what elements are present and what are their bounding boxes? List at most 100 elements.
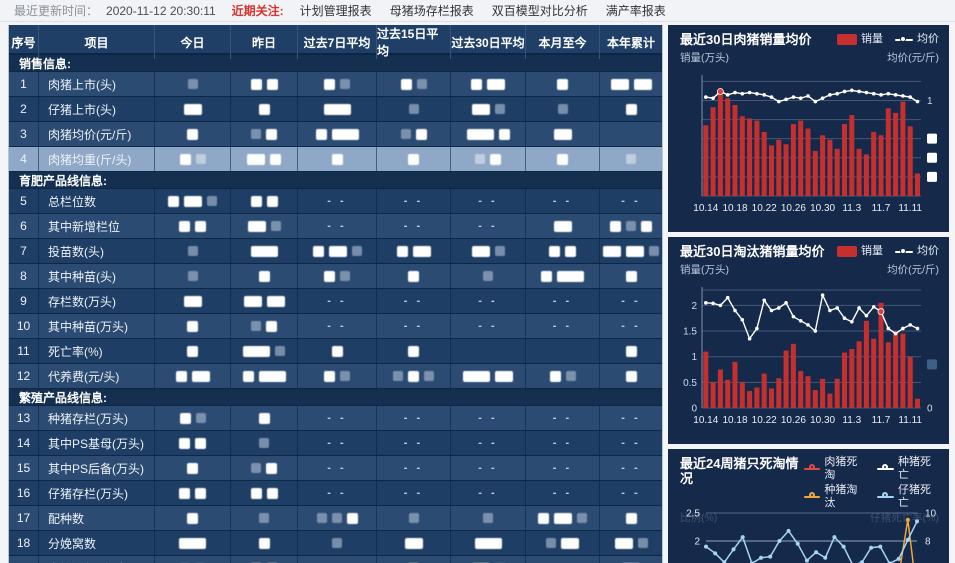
value-cell [526, 506, 600, 530]
table-row[interactable]: 9 存栏数(万头) - - - - - - - - - - [9, 289, 662, 314]
redaction-blob [412, 245, 431, 257]
redaction-blob [408, 104, 419, 114]
redaction-blob [340, 271, 350, 281]
redaction-blob [614, 537, 633, 549]
redaction-blob [641, 220, 652, 232]
row-index: 8 [9, 264, 39, 288]
redaction-blob [331, 153, 343, 165]
legend-label: 肉猪死淘 [824, 456, 858, 481]
table-row[interactable]: 8 其中种苗(头) [9, 264, 662, 289]
topbar-links: 计划管理报表 母猪场存栏报表 双百模型对比分析 满产率报表 [300, 2, 666, 19]
y-axis-label-left: 销量(万头) [680, 52, 729, 64]
value-cell [231, 289, 298, 313]
no-data-placeholder: - - [621, 320, 641, 332]
section-row: 销售信息: [9, 55, 662, 72]
legend-item[interactable]: 销量 [837, 245, 883, 258]
redaction-blob [331, 128, 359, 140]
legend-item[interactable]: 种猪淘汰 [803, 484, 866, 510]
table-row[interactable]: 5 总栏位数 - - - - - - - - - - [9, 189, 662, 214]
topbar-link[interactable]: 母猪场存栏报表 [389, 4, 474, 18]
update-time-group: 最近更新时间： 2020-11-12 20:30:11 [14, 2, 216, 19]
redaction-blob [396, 245, 408, 257]
redaction-blob [393, 371, 403, 381]
value-cell [600, 239, 662, 263]
table-header-cell: 昨日 [231, 25, 298, 59]
svg-text:2: 2 [691, 301, 697, 312]
table-row[interactable]: 14 其中PS基母(万头) - - - - - - - - - - [9, 431, 662, 456]
legend-item[interactable]: 均价 [895, 245, 939, 258]
redaction-blob [187, 246, 198, 256]
value-cell [298, 239, 377, 263]
value-cell [231, 431, 298, 455]
legend-item[interactable]: 种猪死亡 [877, 456, 939, 482]
table-row[interactable]: 3 肉猪均价(元/斤) [9, 122, 662, 147]
value-cell [451, 72, 526, 96]
legend-dot [808, 492, 815, 498]
legend-label: 种猪死亡 [898, 456, 932, 481]
redaction-blob [250, 195, 262, 207]
topbar-link[interactable]: 双百模型对比分析 [491, 4, 588, 18]
table-row[interactable]: 11 死亡率(%) [9, 339, 662, 364]
value-cell: - - [526, 456, 600, 480]
table-row[interactable]: 6 其中新增栏位 - - - - - - [9, 214, 662, 239]
redaction-blob [250, 78, 262, 90]
redaction-blob [258, 412, 270, 424]
chart-svg: 1 10.14 10.18 10.22 10.26 10.30 11.3 11.7 11.11 [693, 75, 937, 214]
redaction-blob [538, 512, 549, 524]
chart-head: 最近24周猪只死淘情况 肉猪死淘 种猪死亡 种猪淘汰 仔猪死亡 [668, 449, 949, 510]
no-data-placeholder: - - [327, 412, 347, 424]
table-row[interactable]: 19窝均活仔(头/窝) [9, 556, 662, 563]
table-row[interactable]: 2 仔猪上市(头) [9, 97, 662, 122]
redaction-blob [546, 538, 556, 548]
table-row[interactable]: 13 种猪存栏(万头) - - - - - - - - - - [9, 406, 662, 431]
redaction-blob [637, 538, 648, 548]
legend-bar-swatch [837, 246, 857, 257]
redaction-blob [179, 437, 190, 449]
value-cell [298, 506, 377, 530]
no-data-placeholder: - - [552, 295, 573, 307]
no-data-placeholder: - - [403, 462, 424, 474]
value-cell [231, 531, 298, 555]
table-row[interactable]: 16 仔猪存栏(万头) - - - - - - - - - - [9, 481, 662, 506]
legend-dot [900, 247, 906, 254]
value-cell [600, 214, 662, 238]
svg-text:10: 10 [925, 509, 937, 520]
value-cell [526, 339, 600, 363]
legend-item[interactable]: 销量 [837, 33, 883, 46]
report-table: 序号 项目 今日 昨日 过去7日平均 过去15日平均 过去30日平均 本月至今 本年累计 销售信息… [8, 25, 663, 563]
redaction-blob [565, 245, 576, 257]
legend-item[interactable]: 仔猪死亡 [877, 484, 939, 510]
redaction-blob [557, 78, 568, 90]
svg-text:0: 0 [927, 404, 933, 415]
table-row[interactable]: 1 肉猪上市(头) [9, 72, 662, 97]
table-row[interactable]: 7 投苗数(头) [9, 239, 662, 264]
value-cell [526, 239, 600, 263]
top-bar: 最近更新时间： 2020-11-12 20:30:11 近期关注: 计划管理报表… [0, 0, 955, 22]
table-row[interactable]: 15 其中PS后备(万头) - - - - - - - - - - [9, 456, 662, 481]
value-cell: - - [600, 314, 662, 338]
value-cell [600, 72, 662, 96]
topbar-link[interactable]: 满产率报表 [605, 4, 666, 18]
value-cell [298, 364, 377, 388]
table-row[interactable]: 12 代养费(元/头) [9, 364, 662, 389]
legend-line-marker [895, 247, 913, 254]
redaction-blob [408, 370, 419, 382]
legend-item[interactable]: 肉猪死淘 [803, 456, 866, 482]
value-cell [298, 556, 377, 563]
table-row[interactable]: 4 肉猪均重(斤/头) [9, 147, 662, 172]
redaction-blob [195, 154, 206, 164]
table-row[interactable]: 18 分娩窝数 [9, 531, 662, 556]
legend-item[interactable]: 均价 [895, 33, 939, 46]
svg-text:2.5: 2.5 [686, 509, 700, 520]
no-data-placeholder: - - [552, 487, 573, 499]
redaction-blob [557, 153, 568, 165]
table-row[interactable]: 10 其中种苗(万头) - - - - - - - - - - [9, 314, 662, 339]
chart-panel-mortality: 最近24周猪只死淘情况 肉猪死淘 种猪死亡 种猪淘汰 仔猪死亡 比例(%) 仔猪死亡率… [668, 449, 949, 563]
table-row[interactable]: 17 配种数 [9, 506, 662, 531]
no-data-placeholder: - - [327, 462, 347, 474]
row-label: 仔猪上市(头) [39, 97, 155, 121]
redaction-blob [633, 78, 652, 90]
topbar-link[interactable]: 计划管理报表 [299, 4, 372, 18]
redaction-blob [179, 487, 190, 499]
no-data-placeholder: - - [403, 487, 424, 499]
